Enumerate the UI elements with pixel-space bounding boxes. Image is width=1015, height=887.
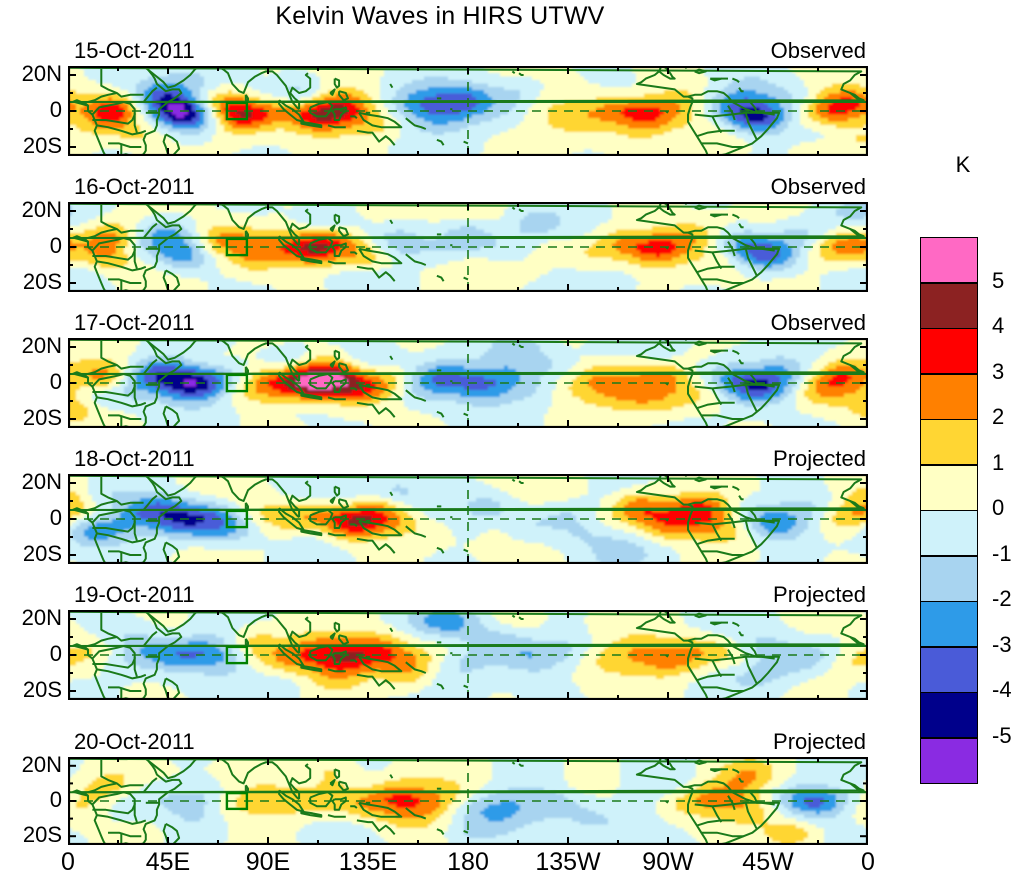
- region-marker-box: [225, 509, 249, 529]
- colorbar-tick-label: -1: [992, 541, 1012, 567]
- y-axis-tick-label: 20S: [4, 405, 62, 431]
- axis-ticks: [68, 338, 868, 428]
- panel-status-label: Projected: [638, 446, 866, 472]
- y-axis-tick-label: 0: [4, 233, 62, 259]
- y-axis-tick-label: 20N: [4, 469, 62, 495]
- panel-date-label: 20-Oct-2011: [74, 729, 195, 755]
- x-axis-tick-label: 45W: [723, 848, 813, 877]
- axis-ticks: [68, 66, 868, 156]
- y-axis-tick-label: 0: [4, 97, 62, 123]
- panel-date-label: 15-Oct-2011: [74, 38, 195, 64]
- colorbar-band: [920, 419, 978, 465]
- y-axis-tick-label: 0: [4, 787, 62, 813]
- map-panel-3: [68, 338, 868, 428]
- region-marker-box: [225, 645, 249, 665]
- map-panel-2: [68, 202, 868, 292]
- coastlines: [68, 757, 867, 845]
- map-panel-4: [68, 474, 868, 564]
- x-axis-tick-label: 90E: [223, 848, 313, 877]
- x-axis-tick-label: 90W: [623, 848, 713, 877]
- x-axis-tick-label: 45E: [123, 848, 213, 877]
- page-title: Kelvin Waves in HIRS UTWV: [0, 2, 880, 31]
- colorbar-band: [920, 555, 978, 602]
- coastlines: [68, 202, 867, 292]
- map-panel-1: [68, 66, 868, 156]
- y-axis-tick-label: 20S: [4, 541, 62, 567]
- y-axis-tick-label: 0: [4, 505, 62, 531]
- coastlines: [68, 474, 867, 564]
- contour-fill: [68, 66, 868, 156]
- colorbar-tick-label: -3: [992, 632, 1012, 658]
- y-axis-tick-label: 20N: [4, 61, 62, 87]
- y-axis-tick-label: 20N: [4, 197, 62, 223]
- y-axis-tick-label: 20S: [4, 269, 62, 295]
- colorbar-band: [920, 464, 978, 511]
- axis-ticks: [68, 757, 868, 845]
- region-marker-box: [225, 101, 249, 121]
- axis-ticks: [68, 474, 868, 564]
- colorbar-band: [920, 737, 978, 784]
- colorbar-tick-label: 1: [992, 450, 1004, 476]
- region-marker-box: [225, 373, 249, 393]
- colorbar: [920, 237, 978, 784]
- region-marker-box: [225, 237, 249, 257]
- y-axis-tick-label: 20S: [4, 822, 62, 848]
- panel-date-label: 16-Oct-2011: [74, 174, 195, 200]
- coastlines: [68, 338, 867, 428]
- panel-status-label: Projected: [638, 582, 866, 608]
- panel-status-label: Observed: [638, 174, 866, 200]
- y-axis-tick-label: 20S: [4, 677, 62, 703]
- region-marker-box: [225, 791, 249, 811]
- colorbar-band: [920, 282, 978, 329]
- panel-date-label: 19-Oct-2011: [74, 582, 195, 608]
- axis-ticks: [68, 202, 868, 292]
- colorbar-band: [920, 601, 978, 647]
- panel-date-label: 18-Oct-2011: [74, 446, 195, 472]
- colorbar-tick-label: 5: [992, 268, 1004, 294]
- y-axis-tick-label: 0: [4, 641, 62, 667]
- x-axis-tick-label: 0: [23, 848, 113, 877]
- x-axis-tick-label: 135E: [323, 848, 413, 877]
- map-panel-5: [68, 610, 868, 700]
- panel-status-label: Projected: [638, 729, 866, 755]
- x-axis-tick-label: 180: [423, 848, 513, 877]
- colorbar-band: [920, 328, 978, 374]
- colorbar-tick-label: -4: [992, 677, 1012, 703]
- colorbar-band: [920, 373, 978, 420]
- map-panel-6: [68, 757, 868, 845]
- y-axis-tick-label: 20N: [4, 605, 62, 631]
- colorbar-band: [920, 510, 978, 556]
- colorbar-unit-label: K: [943, 152, 983, 178]
- colorbar-tick-label: 3: [992, 359, 1004, 385]
- colorbar-band: [920, 646, 978, 693]
- axis-ticks: [68, 610, 868, 700]
- y-axis-tick-label: 20N: [4, 333, 62, 359]
- panel-status-label: Observed: [638, 310, 866, 336]
- colorbar-tick-label: 2: [992, 404, 1004, 430]
- colorbar-band: [920, 692, 978, 738]
- colorbar-tick-label: 4: [992, 313, 1004, 339]
- x-axis-tick-label: 0: [823, 848, 913, 877]
- colorbar-tick-label: -5: [992, 723, 1012, 749]
- y-axis-tick-label: 20S: [4, 133, 62, 159]
- x-axis-tick-label: 135W: [523, 848, 613, 877]
- y-axis-tick-label: 0: [4, 369, 62, 395]
- colorbar-band: [920, 237, 978, 283]
- y-axis-tick-label: 20N: [4, 752, 62, 778]
- panel-status-label: Observed: [638, 38, 866, 64]
- colorbar-tick-label: -2: [992, 586, 1012, 612]
- colorbar-tick-label: 0: [992, 495, 1004, 521]
- panel-date-label: 17-Oct-2011: [74, 310, 195, 336]
